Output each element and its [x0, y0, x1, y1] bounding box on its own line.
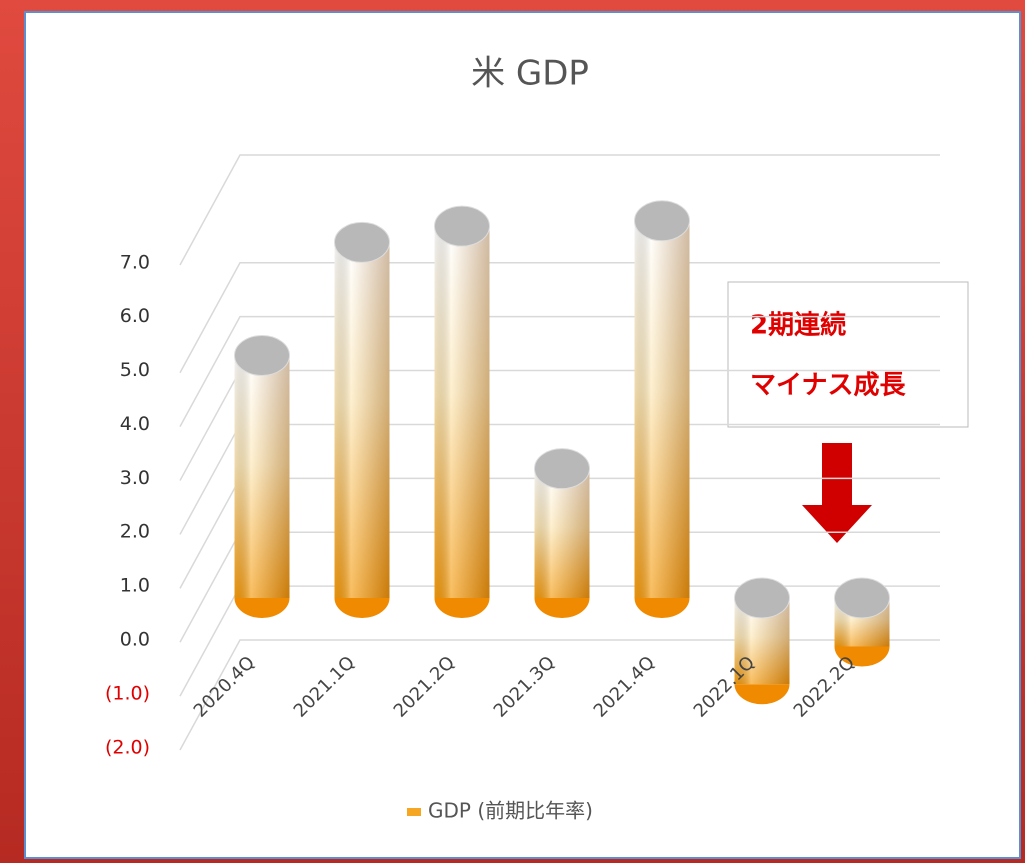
legend-swatch [407, 808, 421, 816]
y-tick-label: 5.0 [120, 359, 150, 381]
y-tick-label: 4.0 [120, 413, 150, 435]
bar-bottom [534, 598, 590, 618]
y-tick-label: 3.0 [120, 467, 150, 489]
bar-bottom [334, 598, 390, 618]
bar-shade [434, 226, 490, 598]
y-tick-label: (1.0) [105, 682, 150, 704]
chart-title: 米 GDP [471, 54, 589, 94]
bar-bottom [634, 598, 690, 618]
bar-top [834, 577, 890, 619]
bar-shade [234, 355, 290, 598]
y-tick-label: (2.0) [105, 736, 150, 758]
grid-line [179, 315, 940, 428]
bar-bottom [434, 598, 490, 618]
plot-frame [24, 11, 1021, 859]
y-tick-label: 7.0 [120, 251, 150, 273]
bar-shade [334, 242, 390, 599]
bar-top [434, 205, 490, 247]
bar-top [734, 577, 790, 619]
annotation-box [727, 281, 969, 428]
bar-top [534, 448, 590, 490]
y-tick-label: 2.0 [120, 521, 150, 543]
wall-edge [179, 154, 940, 266]
bar-shade [534, 468, 590, 598]
legend-label: GDP (前期比年率) [428, 799, 593, 823]
bar-top [634, 200, 690, 242]
annotation: 2期連続 [750, 310, 846, 341]
bar-bottom [734, 684, 790, 705]
annotation: マイナス成長 [750, 371, 906, 401]
bar-bottom [234, 598, 290, 618]
bar-bottom [834, 646, 890, 667]
bar-shade [634, 220, 690, 598]
arrow [802, 443, 872, 543]
y-tick-label: 1.0 [120, 575, 150, 597]
grid-line [179, 639, 940, 751]
bar-top [334, 221, 390, 263]
y-tick-label: 0.0 [120, 629, 150, 651]
bar-top [234, 335, 290, 376]
grid-line [179, 262, 940, 374]
y-tick-label: 6.0 [120, 305, 150, 327]
